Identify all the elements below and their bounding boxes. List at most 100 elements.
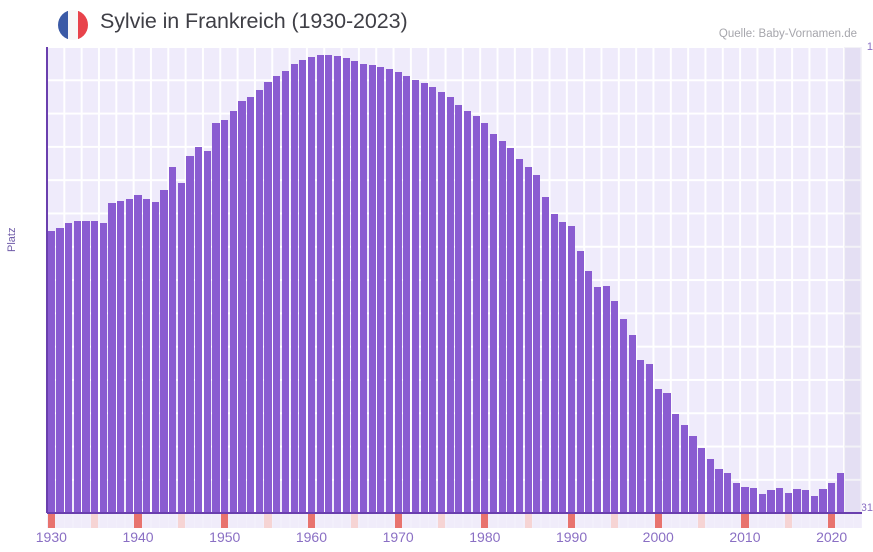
bar [307,57,316,513]
bar [273,75,281,513]
bar [203,150,211,513]
bar [715,469,723,513]
bar [151,201,159,513]
bar [472,116,480,513]
x-tick-cell [238,514,246,528]
x-tick-cell [455,514,463,528]
x-axis-tick-label: 1950 [209,529,241,545]
bar [177,183,185,513]
x-tick-cell [793,514,801,528]
x-tick-cell [65,514,73,528]
x-axis-line [47,512,862,514]
bar [99,223,107,513]
bar [143,198,151,513]
x-tick-cell [671,514,680,528]
x-tick-cell [819,514,827,528]
bar [498,141,506,513]
bar [619,319,628,513]
x-tick-cell [151,514,159,528]
bar [169,166,177,513]
x-tick-cell [689,514,697,528]
x-tick-cell [489,514,498,528]
x-axis-tick-label: 1930 [35,529,67,545]
bar [125,199,133,513]
x-tick-cell [195,514,203,528]
bar [602,286,610,513]
bar [524,166,532,513]
bar [689,436,697,513]
bar [741,486,749,513]
x-tick-cell [99,514,107,528]
x-tick-cell [645,514,654,528]
x-tick-cell [290,514,298,528]
bar [420,83,428,513]
bar [489,133,498,513]
bar [411,79,420,513]
x-axis-tick-label: 1990 [555,529,588,545]
bar [221,120,229,513]
x-tick-cell [273,514,281,528]
bar [229,110,237,513]
x-tick-cell [507,514,515,528]
x-tick-cell [368,514,376,528]
x-tick-cell [177,514,185,528]
bar [784,492,792,513]
x-tick-cell [134,514,142,528]
x-tick-cell [515,514,524,528]
x-tick-cell [377,514,385,528]
bar [663,393,671,513]
bar [810,496,818,513]
x-axis-tick-label: 1940 [122,529,154,545]
bar [238,100,246,513]
bar [385,69,394,513]
bar [750,487,758,513]
x-tick-cell [359,514,368,528]
x-tick-cell [160,514,168,528]
x-tick-cell [628,514,636,528]
bar [706,459,714,513]
x-axis-tick-strip [47,514,862,528]
x-tick-cell [411,514,420,528]
x-tick-cell [446,514,454,528]
x-tick-cell [750,514,758,528]
bar [212,122,220,513]
y-axis-tick-top: 1 [866,41,873,53]
bar [628,335,636,513]
x-tick-cell [706,514,714,528]
x-tick-cell [619,514,628,528]
x-tick-cell [91,514,99,528]
x-tick-cell [351,514,359,528]
bar [776,487,784,513]
bar [767,490,775,513]
x-tick-cell [550,514,558,528]
x-tick-cell [299,514,307,528]
bar [593,287,602,513]
x-tick-cell [767,514,775,528]
bar [507,148,515,513]
bar [819,489,827,513]
x-tick-cell [82,514,90,528]
bar [576,250,584,513]
bar [533,175,541,513]
bar [91,220,99,513]
y-axis-line [46,47,48,513]
x-tick-cell [698,514,706,528]
x-tick-cell [47,514,55,528]
x-tick-cell [385,514,394,528]
page-title: Sylvie in Frankreich (1930-2023) [100,9,408,33]
x-tick-cell [724,514,732,528]
chart-header: Sylvie in Frankreich (1930-2023) Quelle:… [0,0,873,46]
bar [611,300,619,513]
x-tick-cell [463,514,472,528]
bar [559,222,567,513]
x-tick-cell [247,514,255,528]
bar [290,63,298,513]
x-axis-tick-label: 1960 [295,529,328,545]
x-tick-cell [498,514,506,528]
x-tick-cell [836,514,844,528]
x-tick-cell [186,514,194,528]
x-tick-cell [524,514,532,528]
bar-series [47,47,862,513]
x-tick-cell [854,514,862,528]
y-axis-title: Platz [6,227,18,252]
